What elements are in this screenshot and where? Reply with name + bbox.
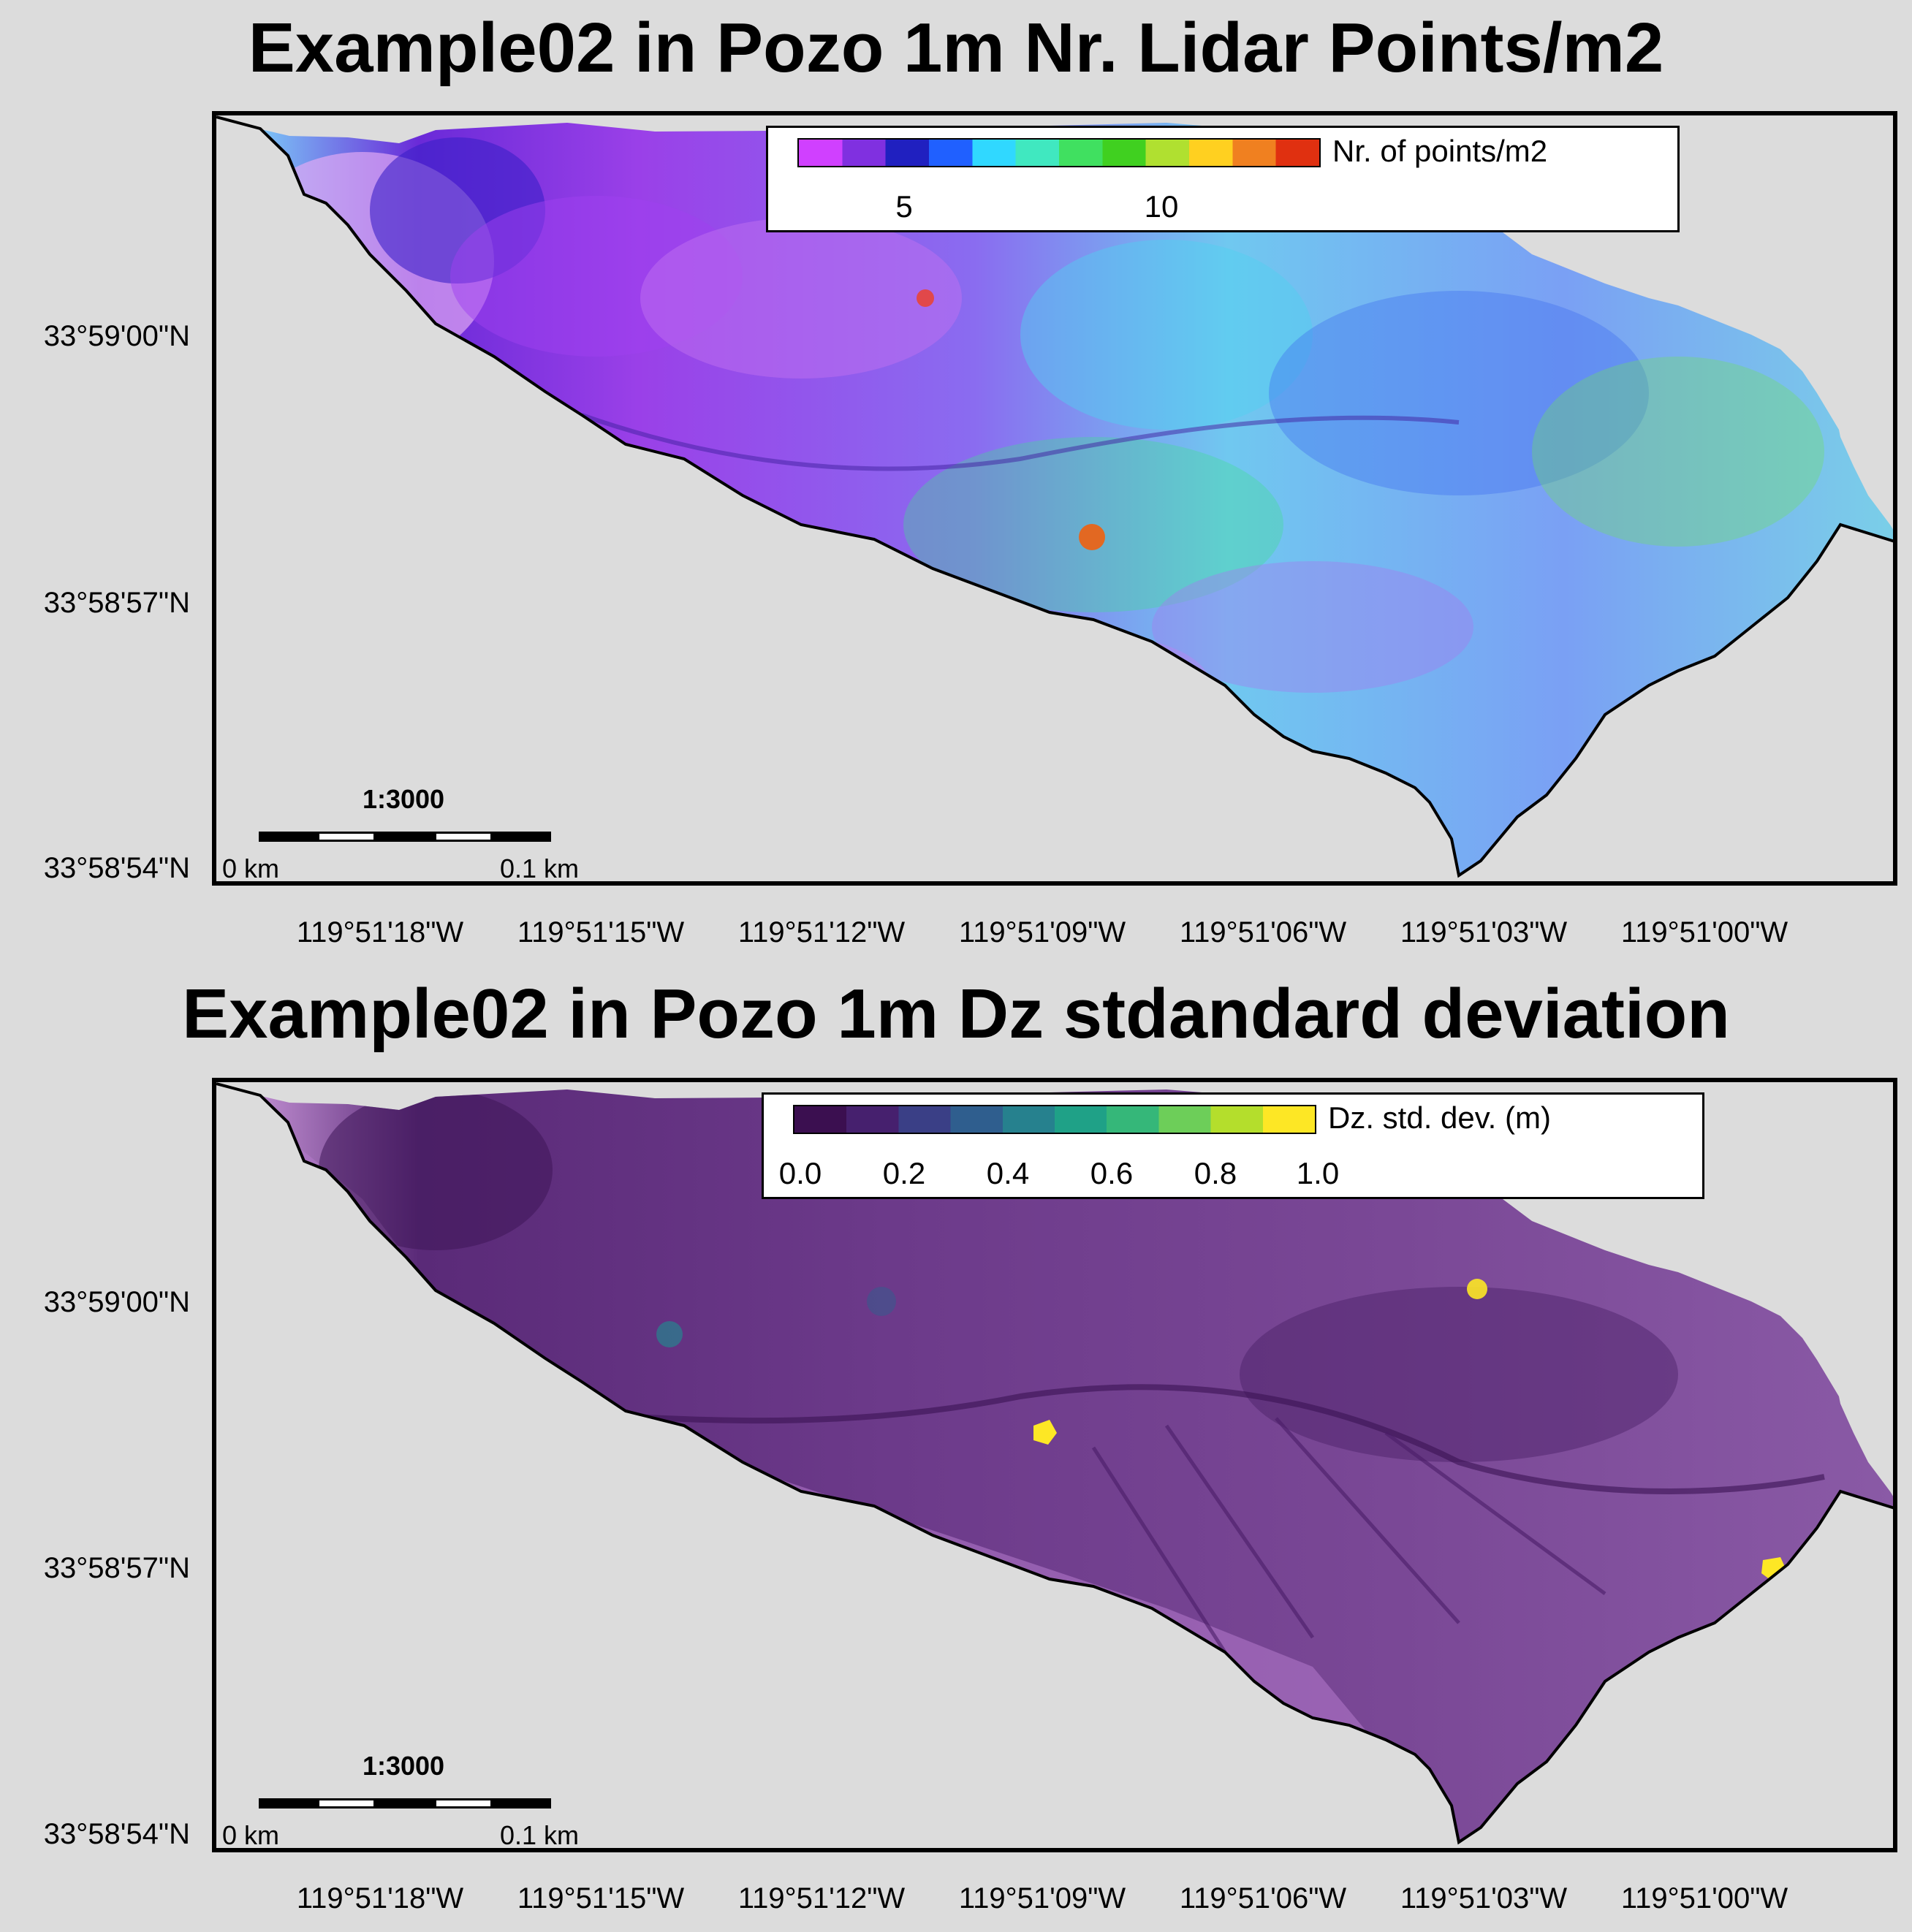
scale-segment — [434, 832, 493, 842]
scale-segment — [493, 832, 551, 842]
map-title: Example02 in Pozo 1m Nr. Lidar Points/m2 — [248, 9, 1664, 87]
lon-label: 119°51'06"W — [1179, 1882, 1347, 1914]
lon-label: 119°51'06"W — [1179, 916, 1347, 948]
scale-start: 0 km — [222, 1820, 280, 1850]
lat-label: 33°58'57"N — [43, 1552, 190, 1584]
lon-label: 119°51'00"W — [1620, 1882, 1788, 1914]
scale-segment — [493, 1798, 551, 1809]
lon-label: 119°51'15"W — [517, 1882, 685, 1914]
scale-segment — [317, 832, 376, 842]
lat-label: 33°59'00"N — [43, 320, 190, 352]
scale-start: 0 km — [222, 853, 280, 883]
legend-box: Dz. std. dev. (m) 0.0 0.2 0.4 0.6 0.8 1.… — [762, 1092, 1704, 1199]
scale-segment — [434, 1798, 493, 1809]
scale-segment — [259, 1798, 317, 1809]
scale-segment — [317, 1798, 376, 1809]
lat-label: 33°58'54"N — [43, 1818, 190, 1850]
legend-box: Nr. of points/m2 5 10 — [766, 126, 1680, 232]
lon-label: 119°51'09"W — [958, 1882, 1126, 1914]
lon-label: 119°51'00"W — [1620, 916, 1788, 948]
map-frame: Dz. std. dev. (m) 0.0 0.2 0.4 0.6 0.8 1.… — [212, 1078, 1897, 1852]
lat-label: 33°58'54"N — [43, 852, 190, 884]
lon-label: 119°51'12"W — [737, 916, 906, 948]
legend-tick: 0.0 — [778, 1156, 822, 1190]
legend-tick: 10 — [1144, 189, 1179, 224]
map-title: Example02 in Pozo 1m Dz stdandard deviat… — [182, 975, 1730, 1053]
lon-label: 119°51'03"W — [1400, 916, 1568, 948]
legend-label: Nr. of points/m2 — [1332, 134, 1548, 168]
lon-label: 119°51'12"W — [737, 1882, 906, 1914]
lon-label: 119°51'18"W — [296, 916, 464, 948]
colorbar — [793, 1105, 1316, 1134]
legend-tick: 0.6 — [1090, 1156, 1134, 1190]
scale-ratio: 1:3000 — [362, 784, 445, 814]
legend-tick: 0.8 — [1194, 1156, 1237, 1190]
legend-tick: 5 — [895, 189, 913, 224]
lon-label: 119°51'18"W — [296, 1882, 464, 1914]
scale-segment — [376, 832, 434, 842]
scale-segment — [259, 832, 317, 842]
lat-label: 33°59'00"N — [43, 1286, 190, 1318]
lon-label: 119°51'09"W — [958, 916, 1126, 948]
lon-label: 119°51'15"W — [517, 916, 685, 948]
scale-end: 0.1 km — [500, 853, 580, 883]
map-frame: Nr. of points/m2 5 10 1:3000 0 km 0.1 km — [212, 111, 1897, 886]
lon-label: 119°51'03"W — [1400, 1882, 1568, 1914]
density-map — [216, 115, 1893, 878]
legend-tick: 0.4 — [986, 1156, 1030, 1190]
scale-segment — [376, 1798, 434, 1809]
scale-end: 0.1 km — [500, 1820, 580, 1850]
dz-std-map — [216, 1082, 1893, 1845]
legend-tick: 1.0 — [1296, 1156, 1340, 1190]
colorbar — [797, 138, 1321, 167]
lat-label: 33°58'57"N — [43, 587, 190, 619]
scale-ratio: 1:3000 — [362, 1751, 445, 1781]
legend-label: Dz. std. dev. (m) — [1328, 1100, 1551, 1135]
legend-tick: 0.2 — [882, 1156, 926, 1190]
